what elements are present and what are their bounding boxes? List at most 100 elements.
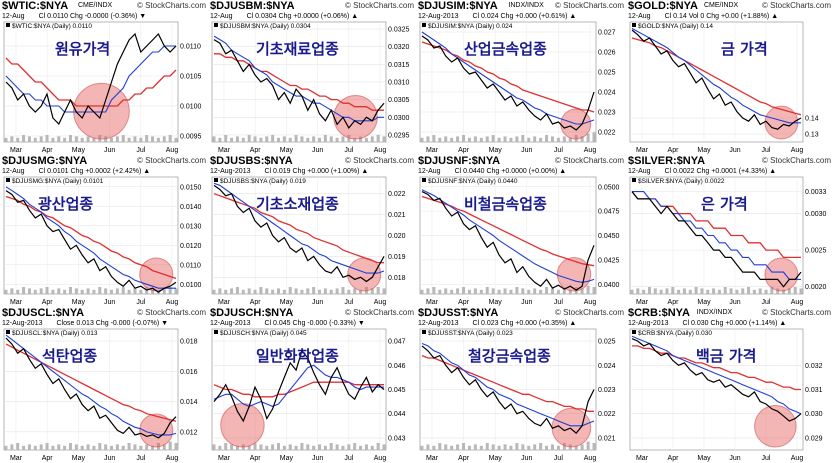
volume-bar: [115, 444, 119, 450]
y-tick-label: 0.021: [388, 212, 406, 219]
volume-bar: [473, 136, 477, 142]
y-tick-label: 0.043: [388, 435, 406, 442]
chart-close-change: Cl 0.019 Chg +0.000 (+1.00%) ▲: [264, 168, 369, 175]
sector-annotation: 광산업종: [38, 195, 94, 213]
y-tick-label: 0.0030: [805, 211, 827, 218]
volume-bar: [104, 444, 108, 450]
chart-close-change: Cl 0.0440 Chg +0.0000 (+0.00%) ▲: [454, 168, 567, 175]
x-tick-label: May: [280, 147, 294, 154]
volume-bar: [224, 289, 228, 294]
volume-bar: [580, 136, 584, 142]
volume-bar: [467, 289, 471, 294]
volume-bar: [156, 137, 160, 142]
moving-average-short-line: [421, 189, 595, 283]
chart-ticker: $WTIC:$NYA: [2, 0, 69, 12]
moving-average-long-line: [5, 57, 177, 107]
volume-bar: [671, 287, 675, 294]
volume-bar: [799, 288, 803, 294]
volume-bar: [133, 136, 137, 142]
x-tick-label: Aug: [166, 299, 179, 306]
chart-date: 12-Aug: [628, 13, 651, 20]
price-line: [421, 345, 595, 434]
chart-panel: $DJUSST:$NYA © StockCharts.com 12-Aug-2013…: [416, 307, 626, 463]
volume-bar: [456, 444, 460, 450]
volume-bar: [503, 444, 507, 450]
volume-bar: [312, 287, 316, 294]
volume-bar: [74, 444, 78, 450]
copyright: © StockCharts.com: [761, 1, 831, 10]
x-tick-label: May: [72, 299, 86, 306]
volume-bar: [33, 137, 37, 142]
volume-bar: [92, 445, 96, 450]
x-tick-label: Apr: [458, 455, 470, 462]
volume-bar: [329, 443, 333, 450]
volume-bar: [80, 445, 84, 450]
x-tick-label: Jul: [344, 455, 353, 462]
chart-date: 12-Aug-2013: [210, 168, 251, 175]
volume-bar: [162, 444, 166, 450]
chart-close-change: Cl 0.0304 Chg +0.0000 (+0.06%) ▲: [246, 13, 359, 20]
chart-svg: 0.0500 0.0475 0.0450 0.0425 0.0400 Mar Apr May J…: [419, 176, 620, 306]
chart-date: 12-Aug-2013: [418, 320, 459, 327]
volume-bar: [515, 287, 519, 294]
volume-bar: [4, 289, 8, 294]
volume-bar: [376, 443, 380, 450]
volume-bar: [370, 288, 374, 294]
y-tick-label: 0.0295: [388, 132, 410, 139]
volume-bar: [80, 289, 84, 294]
volume-bar: [218, 445, 222, 450]
copyright: © StockCharts.com: [554, 308, 624, 317]
volume-bar: [235, 287, 239, 294]
x-tick-label: Mar: [218, 147, 231, 154]
chart-panel: $DJUSBS:$NYA © StockCharts.com 12-Aug-2013…: [208, 155, 416, 307]
y-tick-label: 0.0315: [388, 62, 410, 69]
volume-bar: [288, 137, 292, 142]
chart-svg: 0.022 0.021 0.020 0.019 0.018 Mar Apr May Jun Jul…: [211, 176, 406, 306]
plot-frame: [3, 176, 179, 295]
chart-stats: 12-Aug-2013 Cl 0.019 Chg +0.000 (+1.00%) …: [210, 168, 368, 175]
volume-bar: [479, 289, 483, 294]
y-tick-label: 0.029: [805, 435, 823, 442]
moving-average-short-line: [213, 364, 384, 407]
volume-bar: [426, 136, 430, 142]
chart-stats: 12-Aug Cl 0.0101 Chg +0.0002 (+2.42%) ▲: [2, 168, 150, 175]
x-tick-label: Mar: [426, 147, 439, 154]
x-tick-label: May: [697, 455, 711, 462]
volume-bar: [63, 445, 67, 450]
volume-bar: [509, 445, 513, 450]
price-line: [631, 29, 802, 130]
volume-bar: [741, 288, 745, 294]
volume-bar: [485, 443, 489, 450]
x-tick-label: Mar: [636, 147, 649, 154]
chart-legend: $DJUSBS:$NYA (Daily) 0.019: [220, 178, 306, 185]
volume-bar: [550, 444, 554, 450]
volume-bar: [527, 289, 531, 294]
volume-bar: [533, 444, 537, 450]
y-tick-label: 0.047: [388, 339, 406, 346]
x-tick-label: Mar: [10, 455, 23, 462]
chart-legend: $WTIC:$NYA (Daily) 0.0110: [12, 23, 92, 30]
chart-date: 12-Aug-2013: [2, 320, 43, 327]
x-tick-label: Jun: [104, 299, 115, 306]
volume-bar: [359, 289, 363, 294]
volume-bar: [168, 441, 172, 450]
volume-bar: [382, 288, 386, 294]
x-tick-label: Apr: [42, 147, 54, 154]
volume-bar: [793, 287, 797, 294]
volume-bar: [104, 136, 108, 142]
volume-bar: [568, 137, 572, 142]
volume-bar: [139, 445, 143, 450]
x-tick-label: Jun: [729, 147, 740, 154]
y-tick-label: 0.044: [388, 411, 406, 418]
volume-bar: [276, 137, 280, 142]
moving-average-short-line: [632, 191, 801, 280]
volume-bar: [98, 287, 102, 294]
chart-stats: 12-Aug-2013 Cl 0.023 Chg +0.000 (+0.35%) …: [418, 320, 576, 327]
x-tick-label: Aug: [374, 147, 387, 154]
x-tick-label: Jul: [762, 147, 771, 154]
volume-bar: [450, 289, 454, 294]
x-tick-label: Aug: [584, 299, 597, 306]
volume-bar: [212, 136, 216, 142]
volume-bar: [253, 289, 257, 294]
chart-svg: 0.047 0.046 0.045 0.044 0.043 Mar Apr May Jun Jul…: [211, 328, 406, 462]
